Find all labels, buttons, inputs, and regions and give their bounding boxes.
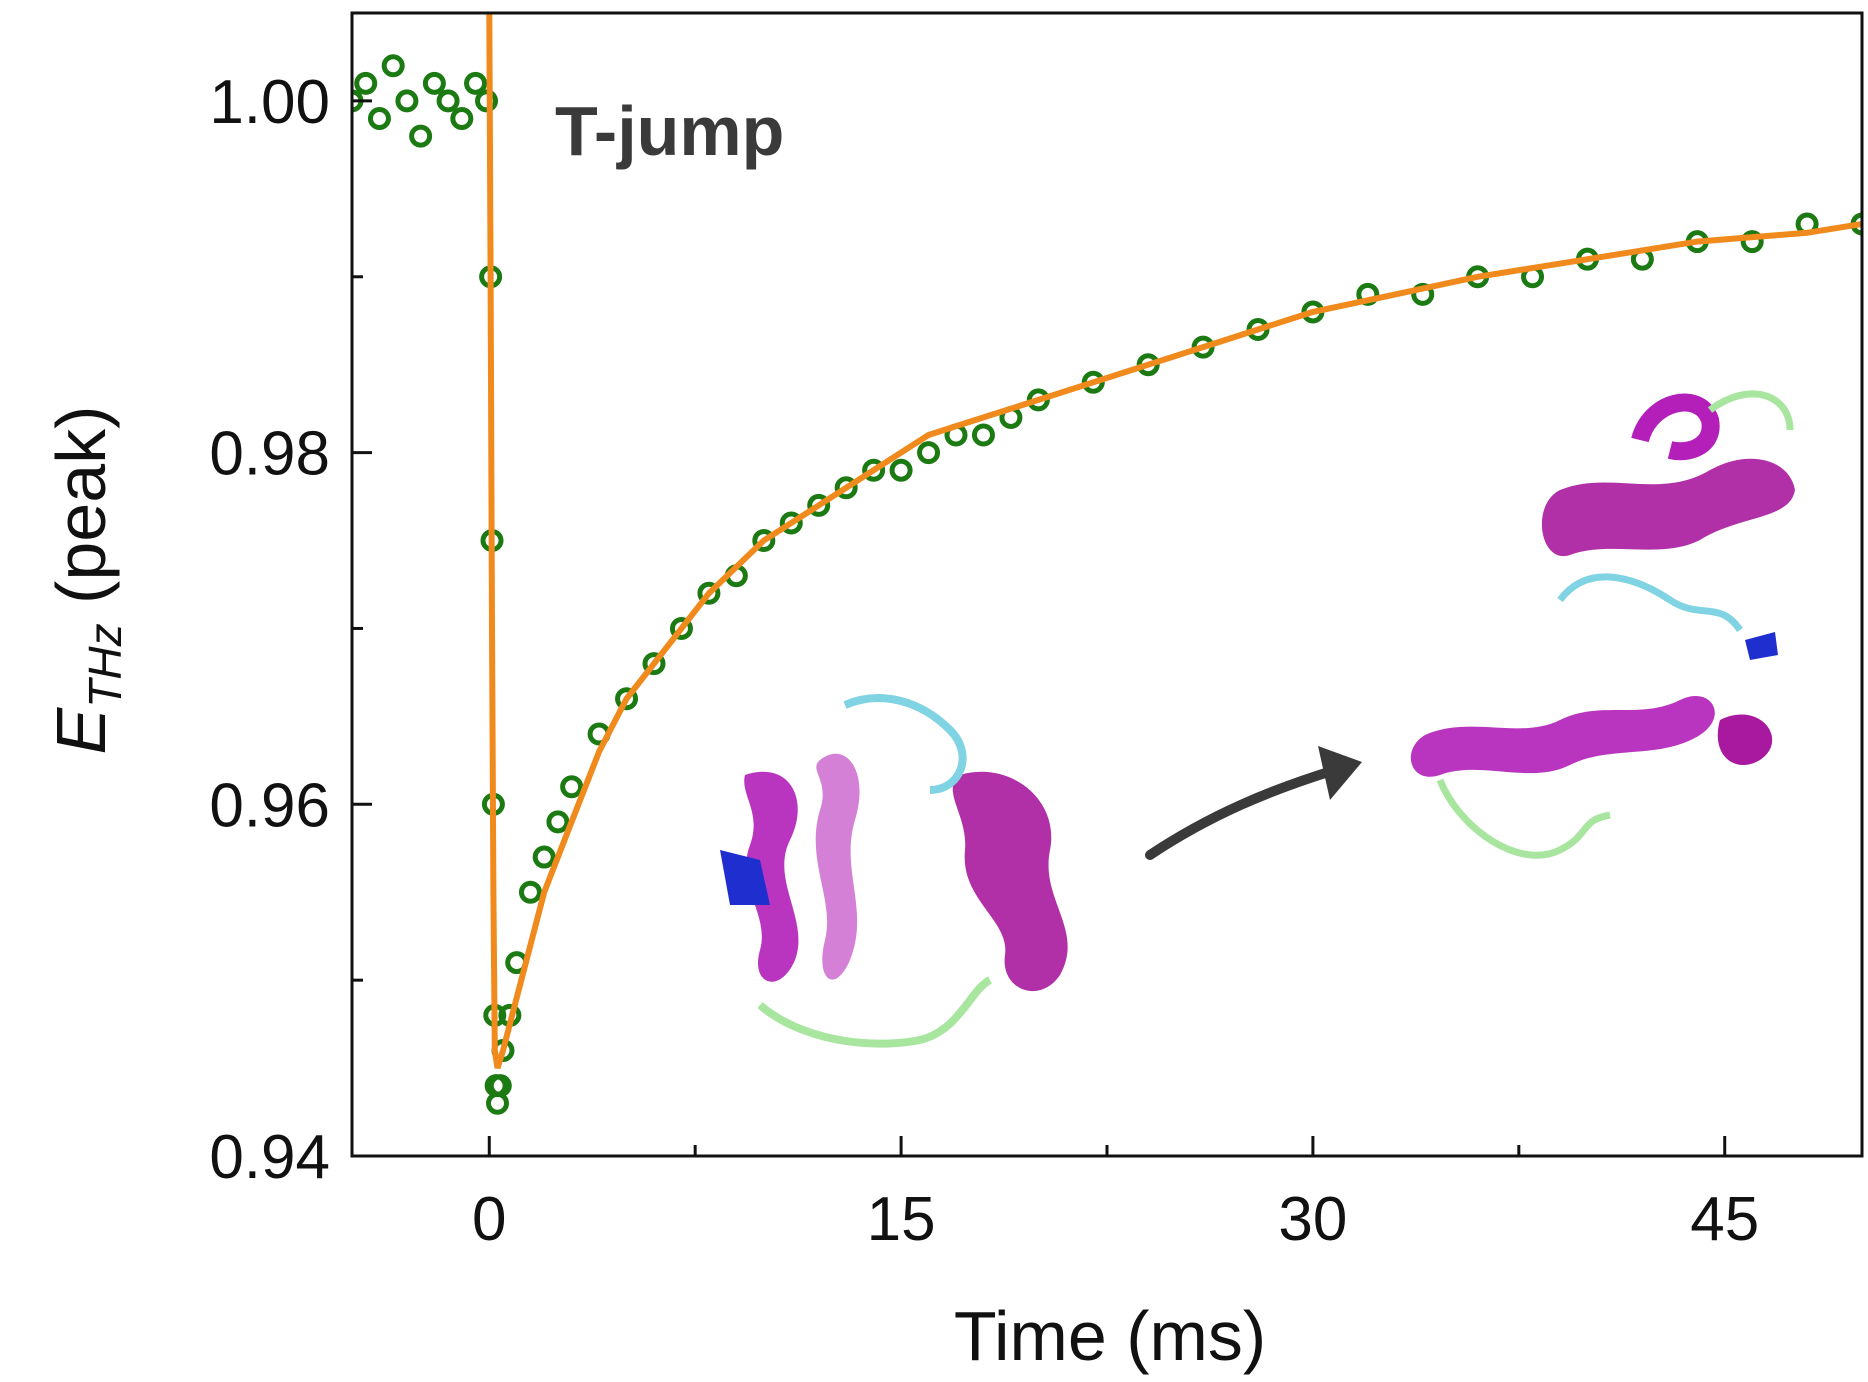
data-point	[422, 71, 446, 95]
data-point	[450, 107, 474, 131]
data-point	[642, 652, 666, 676]
data-point	[752, 529, 776, 553]
fit-curve	[486, 13, 1862, 1069]
data-point	[779, 511, 803, 535]
folded-protein-image	[720, 694, 1068, 1048]
data-point	[697, 581, 721, 605]
data-point	[971, 423, 995, 447]
y-axis-label-main: E	[42, 706, 120, 754]
data-point	[436, 89, 460, 113]
data-point	[1740, 230, 1764, 254]
annotation-t-jump: T-jump	[555, 92, 784, 170]
y-axis-label-suffix: (peak)	[42, 406, 120, 624]
data-point	[917, 441, 941, 465]
y-axis-ticks: 0.94 0.96 0.98 1.00	[209, 68, 372, 1192]
data-point	[1411, 282, 1435, 306]
unfolding-arrow	[1145, 746, 1362, 860]
data-point	[518, 880, 542, 904]
plot-area	[352, 13, 1862, 1115]
data-point	[395, 89, 419, 113]
data-point	[834, 476, 858, 500]
y-axis-label-subscript: THz	[79, 623, 131, 707]
data-point	[367, 107, 391, 131]
y-tick-label: 0.98	[209, 420, 330, 489]
data-point	[1356, 282, 1380, 306]
data-point	[615, 687, 639, 711]
data-points-series	[352, 54, 1862, 1115]
y-tick-label: 0.94	[209, 1123, 330, 1192]
x-tick-label: 0	[472, 1185, 506, 1254]
x-axis-label: Time (ms)	[954, 1297, 1266, 1375]
data-point	[560, 775, 584, 799]
data-point	[807, 493, 831, 517]
data-point	[889, 458, 913, 482]
data-point	[669, 616, 693, 640]
data-point	[546, 810, 570, 834]
data-point	[475, 89, 499, 113]
x-tick-label: 45	[1690, 1185, 1759, 1254]
data-point	[409, 124, 433, 148]
x-tick-label: 30	[1278, 1185, 1347, 1254]
unfolded-protein-image	[1410, 390, 1795, 859]
y-tick-label: 1.00	[209, 68, 330, 137]
data-point	[464, 71, 488, 95]
data-point	[532, 845, 556, 869]
data-point	[381, 54, 405, 78]
y-tick-label: 0.96	[209, 771, 330, 840]
data-point	[488, 1074, 512, 1098]
data-point	[354, 71, 378, 95]
x-axis-ticks: 0 15 30 45	[472, 1136, 1759, 1254]
data-point	[862, 458, 886, 482]
x-tick-label: 15	[867, 1185, 936, 1254]
y-axis-label: ETHz (peak)	[42, 406, 131, 755]
